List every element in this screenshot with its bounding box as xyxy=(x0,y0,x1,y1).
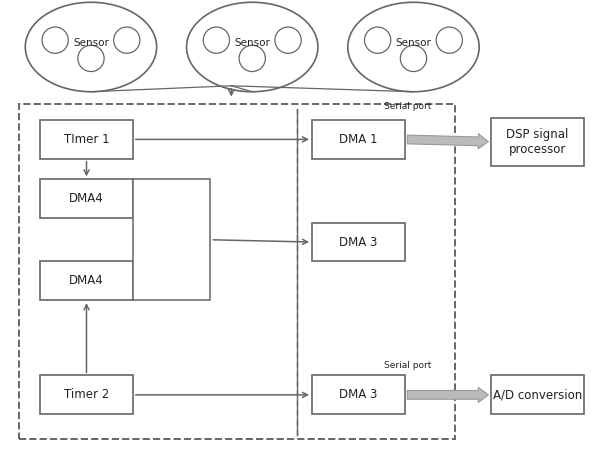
Bar xyxy=(312,120,404,159)
Bar xyxy=(312,375,404,414)
Bar xyxy=(19,104,455,439)
Text: Serial port: Serial port xyxy=(384,102,431,111)
Text: DMA 3: DMA 3 xyxy=(339,388,377,401)
Bar xyxy=(312,223,404,262)
Text: Serial port: Serial port xyxy=(384,361,431,370)
Ellipse shape xyxy=(203,27,230,53)
Ellipse shape xyxy=(275,27,301,53)
Ellipse shape xyxy=(25,2,157,92)
Ellipse shape xyxy=(239,45,265,72)
Bar xyxy=(133,179,211,300)
Ellipse shape xyxy=(436,27,463,53)
Ellipse shape xyxy=(364,27,391,53)
Ellipse shape xyxy=(113,27,140,53)
Bar xyxy=(40,375,133,414)
Text: Sensor: Sensor xyxy=(234,39,270,48)
Bar xyxy=(40,262,133,300)
Bar xyxy=(491,118,584,166)
Bar xyxy=(491,375,584,414)
Text: Sensor: Sensor xyxy=(395,39,431,48)
Bar xyxy=(40,120,133,159)
Text: DMA 1: DMA 1 xyxy=(339,133,377,146)
Text: DMA4: DMA4 xyxy=(69,192,104,205)
Text: DMA 3: DMA 3 xyxy=(339,235,377,248)
Ellipse shape xyxy=(400,45,427,72)
Text: Sensor: Sensor xyxy=(73,39,109,48)
Text: DSP signal
processor: DSP signal processor xyxy=(506,128,569,156)
Ellipse shape xyxy=(42,27,68,53)
Text: TImer 1: TImer 1 xyxy=(64,133,109,146)
Text: DMA4: DMA4 xyxy=(69,274,104,287)
Text: A/D conversion: A/D conversion xyxy=(493,388,582,401)
Ellipse shape xyxy=(78,45,104,72)
Text: Timer 2: Timer 2 xyxy=(64,388,109,401)
Ellipse shape xyxy=(348,2,479,92)
Ellipse shape xyxy=(187,2,318,92)
Bar xyxy=(40,179,133,218)
